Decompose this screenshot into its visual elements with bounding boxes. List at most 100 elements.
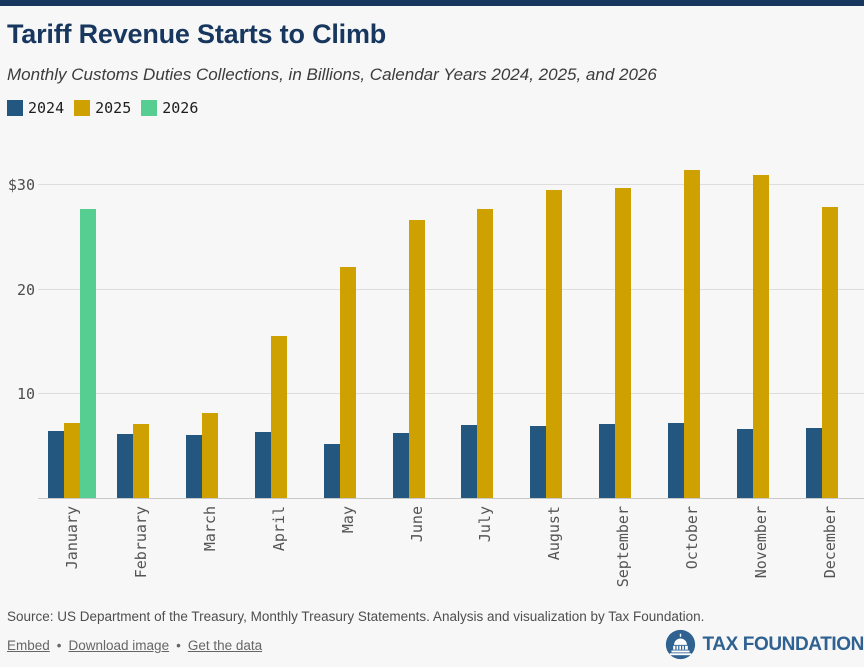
bar-2025-january[interactable] bbox=[64, 422, 81, 499]
bar-slot bbox=[408, 220, 425, 499]
bar-slot bbox=[117, 434, 134, 499]
x-axis-label: August bbox=[545, 506, 564, 561]
chart-title: Tariff Revenue Starts to Climb bbox=[7, 19, 387, 49]
month-group-november bbox=[726, 144, 795, 499]
bar-2024-april[interactable] bbox=[254, 432, 271, 499]
bar-slot bbox=[667, 422, 684, 499]
bar-2024-october[interactable] bbox=[667, 422, 684, 499]
gridline-30 bbox=[38, 183, 864, 185]
bar-2024-july[interactable] bbox=[461, 424, 478, 499]
bar-2025-may[interactable] bbox=[339, 266, 356, 499]
bar-2024-january[interactable] bbox=[48, 430, 65, 499]
y-axis-tick-label: 10 bbox=[16, 385, 35, 404]
month-group-march bbox=[176, 144, 245, 499]
bar-2025-march[interactable] bbox=[202, 413, 219, 499]
source-note: Source: US Department of the Treasury, M… bbox=[7, 609, 705, 624]
bar-slot bbox=[615, 188, 632, 499]
bar-slot bbox=[270, 335, 287, 499]
bullet-separator: • bbox=[176, 638, 181, 653]
bar-2025-june[interactable] bbox=[408, 220, 425, 499]
bar-slot bbox=[64, 422, 81, 499]
chart-subtitle: Monthly Customs Duties Collections, in B… bbox=[7, 65, 657, 84]
bar-slot bbox=[339, 266, 356, 499]
x-axis-line bbox=[38, 498, 864, 499]
bar-2025-november[interactable] bbox=[752, 175, 769, 499]
bar-slot bbox=[323, 443, 340, 499]
x-cell-january: January bbox=[38, 499, 107, 599]
month-group-april bbox=[244, 144, 313, 499]
month-group-july bbox=[451, 144, 520, 499]
x-axis-label: April bbox=[269, 506, 288, 552]
x-axis-label: May bbox=[338, 506, 357, 534]
bar-2025-august[interactable] bbox=[546, 190, 563, 499]
x-cell-july: July bbox=[451, 499, 520, 599]
bar-slot bbox=[736, 428, 753, 499]
x-cell-february: February bbox=[107, 499, 176, 599]
download-image-link[interactable]: Download image bbox=[68, 638, 170, 653]
get-the-data-link[interactable]: Get the data bbox=[187, 638, 263, 653]
month-group-may bbox=[313, 144, 382, 499]
month-group-january bbox=[38, 144, 107, 499]
legend-swatch bbox=[141, 100, 158, 116]
footer-links: Embed • Download image • Get the data bbox=[7, 638, 857, 653]
bar-slot bbox=[254, 432, 271, 499]
bar-2024-december[interactable] bbox=[805, 427, 822, 499]
bar-slot bbox=[80, 208, 97, 499]
x-axis-label: November bbox=[751, 506, 770, 579]
bar-2026-january[interactable] bbox=[80, 208, 97, 499]
bar-2025-july[interactable] bbox=[477, 208, 494, 499]
gridline-10 bbox=[38, 393, 864, 395]
bar-2025-october[interactable] bbox=[683, 170, 700, 499]
gridline-20 bbox=[38, 288, 864, 290]
x-axis-label: February bbox=[132, 506, 151, 579]
bar-2024-may[interactable] bbox=[323, 443, 340, 499]
month-group-february bbox=[107, 144, 176, 499]
bar-slot bbox=[530, 425, 547, 499]
month-group-june bbox=[382, 144, 451, 499]
bar-2025-february[interactable] bbox=[133, 423, 150, 499]
legend-label: 2025 bbox=[95, 99, 132, 117]
bar-slot bbox=[186, 435, 203, 499]
x-cell-june: June bbox=[382, 499, 451, 599]
bar-2025-september[interactable] bbox=[615, 188, 632, 499]
x-axis-label: January bbox=[63, 506, 82, 570]
bar-slot bbox=[477, 208, 494, 499]
bar-2024-june[interactable] bbox=[392, 433, 409, 499]
bar-2024-february[interactable] bbox=[117, 434, 134, 499]
legend-label: 2024 bbox=[28, 99, 65, 117]
bar-2024-november[interactable] bbox=[736, 428, 753, 499]
legend-swatch bbox=[74, 100, 91, 116]
legend-item-2026: 2026 bbox=[141, 99, 198, 117]
x-cell-april: April bbox=[244, 499, 313, 599]
bullet-separator: • bbox=[56, 638, 62, 653]
x-cell-december: December bbox=[795, 499, 864, 599]
bar-slot bbox=[546, 190, 563, 499]
bar-2025-april[interactable] bbox=[270, 335, 287, 499]
x-axis-label: October bbox=[682, 506, 701, 570]
x-axis-label: December bbox=[820, 506, 839, 579]
bar-slot bbox=[752, 175, 769, 499]
bar-slot bbox=[133, 423, 150, 499]
month-group-august bbox=[520, 144, 589, 499]
bar-slot bbox=[202, 413, 219, 499]
legend: 2024 2025 2026 bbox=[7, 99, 855, 117]
x-cell-november: November bbox=[726, 499, 795, 599]
bar-slot bbox=[461, 424, 478, 499]
tax-foundation-logo[interactable]: TAX FOUNDATION bbox=[665, 629, 864, 660]
x-axis-label: July bbox=[476, 506, 495, 543]
bar-slot bbox=[599, 423, 616, 499]
top-accent-bar bbox=[0, 0, 864, 6]
x-axis-label: March bbox=[201, 506, 220, 552]
x-axis-label: September bbox=[614, 506, 633, 588]
bar-2025-december[interactable] bbox=[821, 206, 838, 499]
bar-slot bbox=[805, 427, 822, 499]
logo-wordmark: TAX FOUNDATION bbox=[702, 633, 864, 655]
month-group-september bbox=[589, 144, 658, 499]
legend-item-2025: 2025 bbox=[74, 99, 131, 117]
x-cell-october: October bbox=[657, 499, 726, 599]
bar-2024-march[interactable] bbox=[186, 435, 203, 499]
bar-2024-august[interactable] bbox=[530, 425, 547, 499]
bar-2024-september[interactable] bbox=[599, 423, 616, 499]
legend-item-2024: 2024 bbox=[7, 99, 64, 117]
embed-link[interactable]: Embed bbox=[7, 638, 50, 653]
